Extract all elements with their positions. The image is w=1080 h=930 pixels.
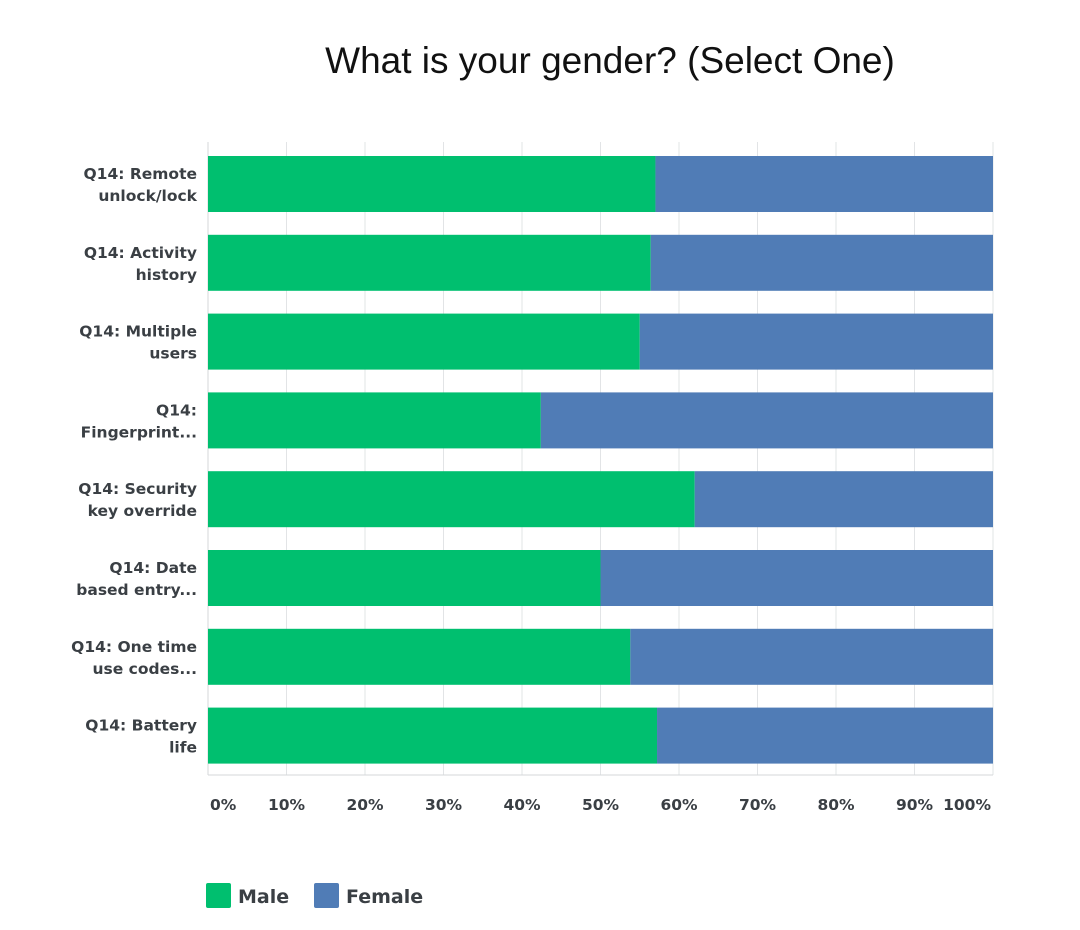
bar-male-0 <box>208 156 656 212</box>
bar-female-0 <box>655 156 993 212</box>
bar-male-3 <box>208 392 541 449</box>
bar-female-1 <box>650 234 993 291</box>
x-tick-label: 20% <box>346 796 384 814</box>
bar-male-2 <box>208 313 640 370</box>
category-label: Q14: Activity history <box>84 244 197 284</box>
bar-male-6 <box>208 628 631 685</box>
x-tick-label: 70% <box>739 796 777 814</box>
x-tick-label: 60% <box>660 796 698 814</box>
x-tick-label: 40% <box>503 796 541 814</box>
x-tick-label: 80% <box>817 796 855 814</box>
bar-female-6 <box>630 628 993 685</box>
bar-male-4 <box>208 471 695 528</box>
category-label: Q14: Battery life <box>85 717 197 757</box>
bar-male-5 <box>208 550 601 606</box>
legend: Male Female <box>206 883 423 908</box>
bar-female-3 <box>540 392 993 449</box>
category-label: Q14: Fingerprint... <box>81 401 197 441</box>
x-tick-label: 30% <box>425 796 463 814</box>
x-tick-label: 0% <box>210 796 237 814</box>
bar-male-7 <box>208 707 658 764</box>
bar-female-7 <box>657 707 993 764</box>
category-label: Q14: Security key override <box>78 480 197 520</box>
category-label: Q14: Date based entry... <box>76 559 197 599</box>
legend-swatch-female <box>314 883 339 908</box>
category-label: Q14: Remote unlock/lock <box>83 165 197 205</box>
legend-label-male: Male <box>238 886 289 908</box>
bar-male-1 <box>208 234 651 291</box>
bar-female-2 <box>639 313 993 370</box>
category-label: Q14: One time use codes... <box>71 638 197 678</box>
category-labels: Q14: Remote unlock/lock Q14: Activity histo… <box>71 165 198 757</box>
category-label: Q14: Multiple users <box>79 323 197 363</box>
bar-female-5 <box>600 550 993 606</box>
bar-female-4 <box>694 471 993 528</box>
x-tick-label: 100% <box>943 796 991 814</box>
x-tick-label: 50% <box>582 796 620 814</box>
bars <box>208 156 993 764</box>
x-tick-label: 90% <box>896 796 934 814</box>
x-tick-label: 10% <box>268 796 306 814</box>
chart-title: What is your gender? (Select One) <box>325 40 895 81</box>
x-axis-tick-labels: 0% 10% 20% 30% 40% 50% 60% 70% 80% 90% 100% <box>210 796 991 814</box>
legend-swatch-male <box>206 883 231 908</box>
legend-label-female: Female <box>346 886 423 908</box>
